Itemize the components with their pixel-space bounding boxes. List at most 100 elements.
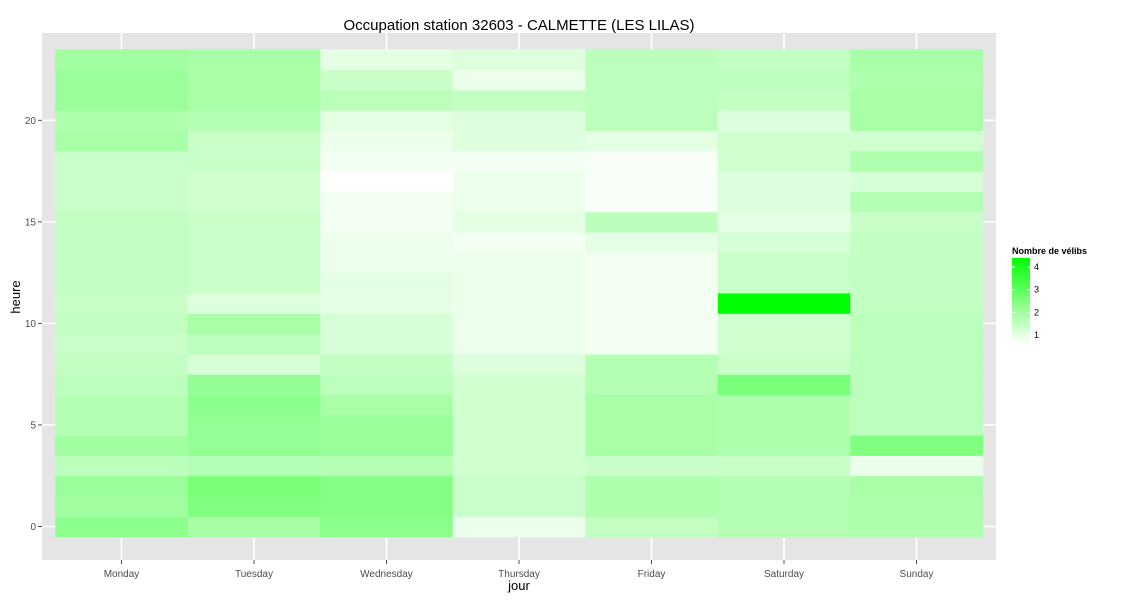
heatmap-cell (585, 252, 719, 274)
heatmap-cell (55, 69, 189, 91)
heatmap-cell (187, 150, 321, 172)
heatmap-cell (187, 313, 321, 335)
heatmap-cell (585, 394, 719, 416)
heatmap-cell (320, 496, 454, 517)
heatmap-cell (585, 130, 719, 152)
heatmap-cell (320, 272, 454, 294)
heatmap-cell (717, 435, 851, 456)
heatmap-cell (585, 211, 719, 233)
heatmap-cell (585, 110, 719, 131)
heatmap-cell (55, 516, 189, 538)
heatmap-cell (320, 49, 454, 71)
heatmap-cell (585, 313, 719, 335)
heatmap-cell (55, 353, 189, 375)
heatmap-cell (452, 414, 586, 436)
heatmap-cell (717, 313, 851, 335)
heatmap-cell (452, 232, 586, 253)
x-axis-label: jour (507, 578, 530, 593)
heatmap-cell (850, 272, 984, 294)
y-tick-label: 10 (25, 319, 37, 330)
heatmap-cell (320, 516, 454, 538)
heatmap-cell (55, 455, 189, 477)
heatmap-cell (850, 191, 984, 213)
heatmap-cell (585, 89, 719, 111)
heatmap-cell (187, 110, 321, 131)
heatmap-cell (850, 333, 984, 355)
heatmap-cell (717, 475, 851, 497)
heatmap-cell (55, 211, 189, 233)
heatmap-cell (187, 475, 321, 497)
heatmap-cell (187, 455, 321, 477)
legend-tick-label: 1 (1034, 330, 1039, 340)
heatmap-cell (320, 232, 454, 253)
heatmap-cell (717, 333, 851, 355)
heatmap-cell (717, 252, 851, 274)
heatmap-cell (850, 89, 984, 111)
legend-tick-label: 4 (1034, 262, 1039, 272)
heatmap-cell (717, 516, 851, 538)
heatmap-cell (187, 516, 321, 538)
heatmap-cell (452, 475, 586, 497)
heatmap-cell (320, 374, 454, 395)
heatmap-cell (452, 353, 586, 375)
heatmap-cell (717, 89, 851, 111)
heatmap-cell (585, 191, 719, 213)
heatmap-cell (55, 252, 189, 274)
heatmap-cell (452, 171, 586, 192)
heatmap-cell (320, 414, 454, 436)
heatmap-cell (452, 496, 586, 517)
heatmap-cell (850, 130, 984, 152)
heatmap-cell (452, 516, 586, 538)
heatmap-cell (187, 374, 321, 395)
legend-tick-label: 2 (1034, 307, 1039, 317)
x-tick-label: Thursday (498, 569, 540, 580)
heatmap-cell (717, 414, 851, 436)
heatmap-cell (55, 435, 189, 456)
heatmap-cell (55, 110, 189, 131)
x-tick-label: Friday (638, 569, 666, 580)
heatmap-cell (320, 252, 454, 274)
heatmap-cell (55, 374, 189, 395)
heatmap-cell (55, 171, 189, 192)
chart-title: Occupation station 32603 - CALMETTE (LES… (344, 17, 695, 34)
heatmap-cell (55, 414, 189, 436)
y-tick-label: 20 (25, 116, 37, 127)
heatmap-cell (452, 69, 586, 91)
heatmap-cell (452, 333, 586, 355)
heatmap-cell (187, 292, 321, 314)
heatmap-cell (585, 455, 719, 477)
heatmap-cell (717, 110, 851, 131)
heatmap-cell (55, 496, 189, 517)
heatmap-cell (585, 414, 719, 436)
legend-title: Nombre de vélibs (1012, 246, 1087, 256)
heatmap-cell (585, 232, 719, 253)
heatmap-cell (717, 211, 851, 233)
heatmap-cell (585, 292, 719, 314)
heatmap-cell (55, 150, 189, 172)
heatmap-cell (850, 110, 984, 131)
heatmap-cell (187, 191, 321, 213)
heatmap-cell (187, 333, 321, 355)
heatmap-cell (187, 171, 321, 192)
heatmap-cell (850, 455, 984, 477)
heatmap-cell (55, 232, 189, 253)
heatmap-cell (187, 211, 321, 233)
heatmap-cell (717, 272, 851, 294)
heatmap-cell (320, 110, 454, 131)
heatmap-cell (187, 252, 321, 274)
heatmap-cell (585, 171, 719, 192)
heatmap-cell (717, 292, 851, 314)
y-axis-label: heure (8, 280, 23, 313)
heatmap-cell (320, 150, 454, 172)
x-tick-label: Monday (104, 569, 140, 580)
heatmap-cell (850, 252, 984, 274)
x-tick-label: Saturday (764, 569, 804, 580)
heatmap-cell (452, 150, 586, 172)
heatmap-cell (850, 435, 984, 456)
y-axis-ticks: 0 5 10 15 20 (25, 116, 42, 533)
heatmap-cell (320, 435, 454, 456)
heatmap-cell (452, 374, 586, 395)
heatmap-cell (585, 496, 719, 517)
heatmap-cell (452, 252, 586, 274)
